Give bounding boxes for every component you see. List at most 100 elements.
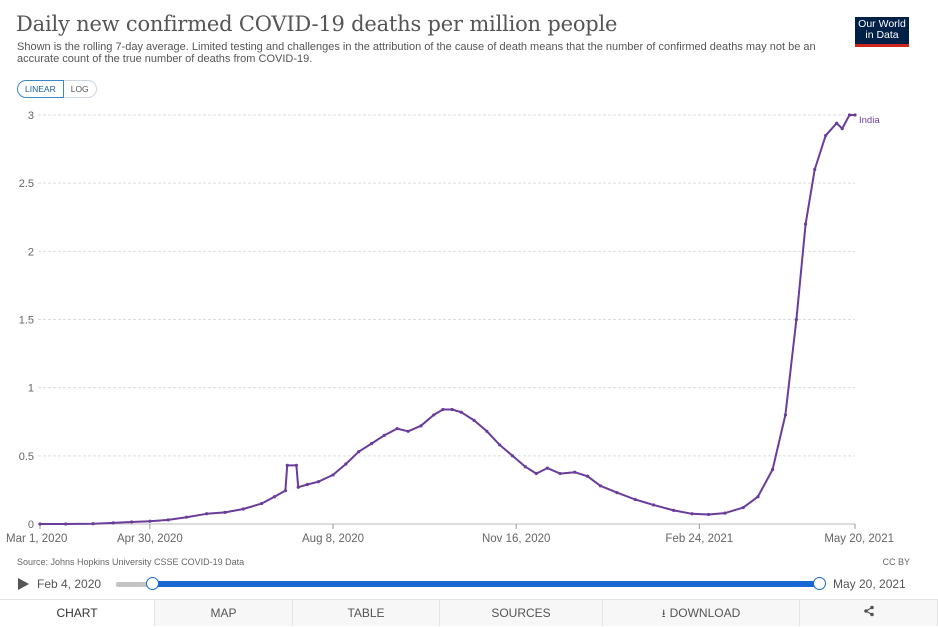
- data-point: [672, 508, 676, 512]
- data-point: [331, 473, 335, 477]
- x-tick-label: Feb 24, 2021: [665, 533, 733, 545]
- data-point: [395, 426, 399, 431]
- data-point: [285, 463, 289, 467]
- timeline-start-handle[interactable]: [146, 577, 159, 590]
- data-point: [205, 512, 209, 516]
- source-note: Source: Johns Hopkins University CSSE CO…: [17, 557, 245, 567]
- tab-download[interactable]: ⭳ DOWNLOAD: [603, 600, 800, 626]
- timeline-track-inactive[interactable]: [116, 582, 154, 587]
- series-label-india[interactable]: India: [859, 115, 880, 126]
- x-tick-label: Nov 16, 2020: [482, 533, 550, 545]
- data-point: [369, 441, 374, 446]
- data-point: [260, 501, 264, 506]
- chart-title: Daily new confirmed COVID-19 deaths per …: [16, 12, 618, 36]
- x-axis: Mar 1, 2020 Apr 30, 2020 Aug 8, 2020 Nov 16…: [6, 524, 894, 545]
- data-point: [723, 511, 727, 515]
- data-point: [824, 133, 828, 138]
- tab-table[interactable]: TABLE: [293, 600, 440, 626]
- data-point: [148, 519, 152, 523]
- data-point: [129, 520, 134, 524]
- share-icon: [863, 605, 874, 617]
- data-point: [241, 507, 245, 511]
- data-point: [741, 506, 745, 510]
- linear-scale-button[interactable]: LINEAR: [17, 80, 64, 98]
- data-point: [296, 485, 300, 489]
- data-point: [633, 497, 637, 502]
- data-point: [534, 471, 538, 476]
- tab-download-label: DOWNLOAD: [669, 606, 741, 620]
- data-point: [783, 413, 788, 417]
- timeline-end-handle[interactable]: [813, 577, 826, 590]
- data-point: [651, 503, 656, 507]
- data-point: [419, 424, 423, 428]
- x-tick-label: Aug 8, 2020: [302, 533, 364, 545]
- timeline: Feb 4, 2020 May 20, 2021: [0, 574, 938, 594]
- data-point: [545, 466, 549, 470]
- line-chart: 0 0.5 1 1.5 2 2.5 3 Mar 1, 2020 Apr 30, 2020 Aug…: [6, 110, 894, 545]
- data-point: [523, 465, 527, 469]
- data-point: [573, 470, 577, 474]
- y-tick-label: 2.5: [19, 178, 34, 190]
- data-point: [690, 512, 694, 516]
- data-point: [357, 450, 361, 454]
- timeline-track-selected[interactable]: [152, 581, 820, 587]
- data-point: [835, 121, 839, 125]
- data-point: [558, 471, 562, 476]
- data-point: [294, 463, 299, 467]
- data-point: [794, 317, 798, 322]
- data-point: [586, 474, 590, 478]
- y-tick-label: 1: [28, 383, 34, 395]
- data-point: [305, 482, 309, 487]
- x-tick-label: Apr 30, 2020: [117, 533, 183, 545]
- y-tick-label: 2: [28, 246, 34, 258]
- tab-chart[interactable]: CHART: [0, 600, 155, 626]
- logo-line-2: in Data: [865, 29, 899, 41]
- logo-line-1: Our World: [858, 18, 906, 30]
- owid-logo[interactable]: Our World in Data: [855, 17, 909, 47]
- timeline-end-label: May 20, 2021: [833, 577, 906, 591]
- data-point: [615, 491, 619, 495]
- data-point: [441, 407, 445, 412]
- play-icon[interactable]: [18, 578, 29, 590]
- tab-map[interactable]: MAP: [155, 600, 293, 626]
- data-point: [853, 113, 857, 117]
- data-point: [472, 418, 476, 422]
- data-point: [344, 462, 348, 466]
- series-line-india[interactable]: [40, 114, 855, 525]
- data-point: [432, 413, 436, 417]
- data-point: [485, 429, 489, 433]
- scale-toggle: LINEAR LOG: [17, 80, 97, 98]
- data-point: [283, 488, 288, 493]
- data-point: [770, 467, 775, 472]
- data-point: [840, 127, 844, 131]
- chart-subtitle: Shown is the rolling 7-day average. Limi…: [17, 41, 816, 65]
- data-point: [756, 495, 760, 499]
- tab-sources[interactable]: SOURCES: [440, 600, 603, 626]
- data-point: [316, 480, 320, 484]
- data-point: [38, 522, 42, 526]
- data-point: [598, 484, 603, 488]
- y-tick-label: 0: [28, 519, 34, 531]
- data-point: [406, 429, 410, 433]
- license-link[interactable]: CC BY: [882, 557, 910, 567]
- timeline-start-label: Feb 4, 2020: [37, 577, 102, 591]
- tab-bar: CHART MAP TABLE SOURCES ⭳ DOWNLOAD: [0, 599, 938, 626]
- data-point: [382, 433, 386, 437]
- tab-share[interactable]: [800, 600, 938, 626]
- y-tick-label: 1.5: [19, 315, 34, 327]
- data-point: [813, 167, 817, 172]
- chart-series: India: [38, 113, 880, 526]
- data-point: [706, 512, 711, 517]
- download-icon: ⭳: [661, 608, 666, 620]
- data-point: [223, 510, 227, 515]
- data-point: [498, 443, 502, 447]
- y-tick-label: 0.5: [19, 451, 34, 463]
- x-tick-label: May 20, 2021: [824, 533, 894, 545]
- data-point: [847, 113, 852, 117]
- data-point: [91, 522, 95, 526]
- data-point: [111, 521, 115, 525]
- data-point: [459, 410, 463, 414]
- data-point: [166, 518, 170, 522]
- y-axis: 0 0.5 1 1.5 2 2.5 3: [19, 110, 34, 531]
- log-scale-button[interactable]: LOG: [63, 80, 97, 98]
